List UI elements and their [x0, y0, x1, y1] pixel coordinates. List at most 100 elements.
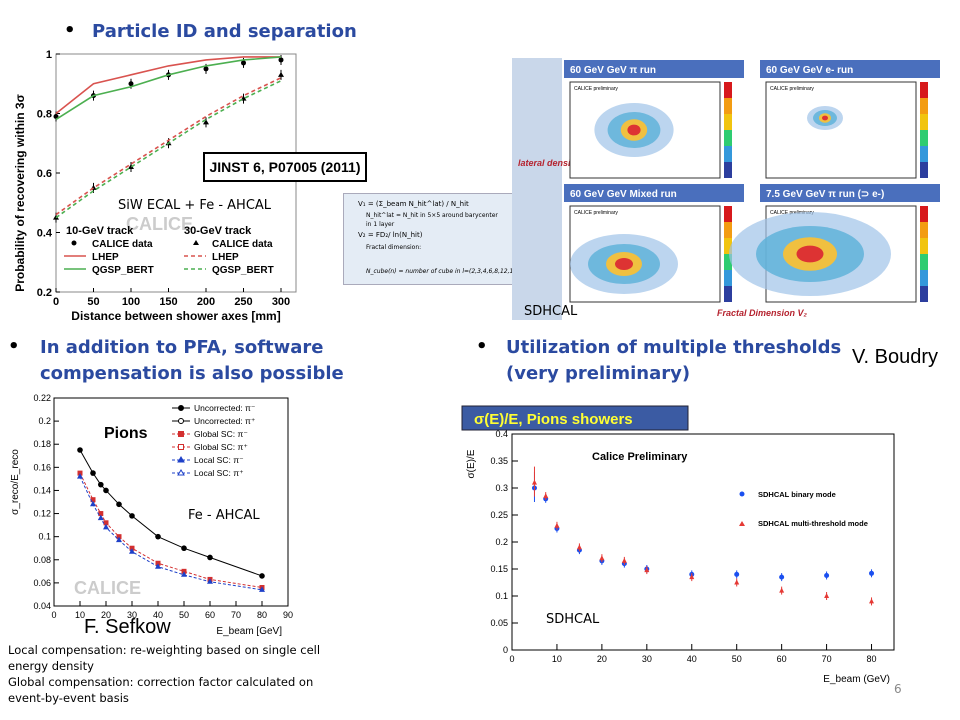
- fit-line: [79, 449, 263, 577]
- data-point: [278, 71, 284, 77]
- density-peak: [796, 245, 824, 263]
- heatmap-y-label: lateral density V₁: [518, 158, 590, 168]
- legend-marker: [177, 469, 185, 476]
- series-line: [55, 56, 281, 115]
- colorbar-segment: [920, 238, 928, 254]
- data-point: [203, 119, 209, 125]
- colorbar-segment: [724, 82, 732, 98]
- data-point: [98, 481, 104, 488]
- heatmap-title-bar: [760, 184, 940, 202]
- legend-marker: [739, 521, 745, 526]
- colorbar-segment: [920, 114, 928, 130]
- bullet-dot: •: [8, 336, 20, 357]
- y-tick-label: 0.18: [33, 439, 51, 449]
- data-point: [824, 572, 830, 578]
- chart-subtitle: Calice Preliminary: [592, 451, 688, 463]
- y-tick-label: 0.04: [33, 601, 51, 611]
- legend-label: Global SC: π⁺: [194, 442, 248, 452]
- y-tick-label: 0.1: [38, 532, 51, 542]
- x-tick-label: 30: [127, 610, 137, 620]
- legend-marker: [178, 405, 184, 411]
- x-tick-label: 250: [234, 296, 252, 308]
- data-point: [128, 164, 134, 170]
- data-point: [90, 497, 96, 503]
- sdhcal-label-bottom: SDHCAL: [546, 612, 600, 627]
- y-tick-label: 0.6: [37, 168, 52, 180]
- data-point: [779, 587, 785, 593]
- heatmap-figure: lateral density V₁ Fractal Dimension V₂ 60…: [512, 58, 942, 320]
- colorbar-segment: [724, 254, 732, 270]
- sdhcal-resolution-svg: σ(E)/E, Pions showers Calice Preliminary 0…: [461, 405, 895, 685]
- heading-thresholds-2: (very preliminary): [506, 363, 691, 384]
- y-tick-label: 0: [503, 645, 508, 655]
- colorbar-segment: [920, 98, 928, 114]
- data-point: [869, 598, 875, 604]
- legend-marker: [71, 240, 77, 246]
- x-tick-label: 50: [179, 610, 189, 620]
- note-line-4: event-by-event basis: [8, 691, 129, 705]
- legend-heading: 30-GeV track: [184, 225, 252, 237]
- legend-marker: [193, 240, 199, 245]
- heatmap-title: 7.5 GeV GeV π run (⊃ e-): [766, 189, 884, 200]
- y-tick-label: 0.4: [37, 228, 53, 240]
- formula-line-2: N_hit^lat = N_hit in 5×5 around barycent…: [366, 212, 498, 219]
- y-tick-label: 0.15: [490, 564, 508, 574]
- y-tick-label: 0.06: [33, 578, 51, 588]
- x-tick-label: 0: [509, 654, 514, 664]
- chart-title: σ(E)/E, Pions showers: [474, 411, 633, 428]
- x-tick-label: 150: [159, 296, 177, 308]
- data-point: [734, 579, 740, 585]
- x-tick-label: 80: [867, 654, 877, 664]
- colorbar-segment: [920, 286, 928, 302]
- y-tick-label: 0.16: [33, 462, 51, 472]
- colorbar-segment: [724, 286, 732, 302]
- data-point: [129, 548, 135, 554]
- x-tick-label: 100: [122, 296, 140, 308]
- x-tick-label: 20: [597, 654, 607, 664]
- heatmap-title: 60 GeV GeV Mixed run: [570, 189, 677, 200]
- data-point: [644, 567, 650, 573]
- x-tick-label: 70: [822, 654, 832, 664]
- formula-line-4: V₂ = FD₂/ ln(N_hit): [358, 231, 423, 239]
- y-axis-label: σ(E)/E: [466, 449, 477, 478]
- sdhcal-label-top: SDHCAL: [524, 304, 578, 319]
- data-point: [97, 514, 104, 521]
- data-point: [103, 487, 109, 494]
- x-tick-label: 60: [777, 654, 787, 664]
- note-line-2: energy density: [8, 659, 94, 673]
- legend-label: QGSP_BERT: [212, 265, 274, 276]
- x-tick-label: 40: [153, 610, 163, 620]
- heading-particle-id: Particle ID and separation: [92, 21, 357, 42]
- separation-chart: CALICE 0 50 100 150 200 250 300 0.2 0.4 0.6 0.8 1 Dis…: [8, 48, 308, 330]
- note-line-1: Local compensation: re-weighting based o…: [8, 643, 321, 657]
- legend-marker: [177, 456, 185, 463]
- data-point: [621, 557, 627, 563]
- jinst-badge: JINST 6, P07005 (2011): [203, 152, 367, 182]
- data-point: [203, 66, 209, 72]
- series-line: [55, 56, 282, 121]
- colorbar-segment: [724, 238, 732, 254]
- fit-line: [79, 472, 263, 589]
- data-point: [181, 571, 187, 577]
- y-tick-label: 0.2: [38, 416, 51, 426]
- note-line-3: Global compensation: correction factor c…: [8, 675, 314, 689]
- notes-block: Local compensation: re-weighting based o…: [8, 642, 368, 706]
- heading-thresholds-1: Utilization of multiple thresholds: [506, 337, 842, 358]
- pions-chart-svg: CALICE Pions 0 10 20 30 40 50 60 70 80 90 0.04 0.06 0.…: [10, 393, 293, 637]
- y-tick-label: 0.05: [490, 618, 508, 628]
- data-point: [869, 570, 875, 576]
- y-tick-label: 0.1: [495, 591, 508, 601]
- data-point: [128, 81, 134, 87]
- data-point: [241, 60, 246, 66]
- legend-label: SDHCAL binary mode: [758, 490, 836, 499]
- chart-title: Pions: [104, 425, 148, 442]
- heatmap-title: 60 GeV GeV e- run: [766, 65, 853, 76]
- data-point: [77, 447, 83, 453]
- y-tick-label: 0.08: [33, 555, 51, 565]
- heatmap-x-label: Fractal Dimension V₂: [717, 308, 808, 318]
- x-tick-label: 80: [257, 610, 267, 620]
- legend-label: Uncorrected: π⁺: [194, 416, 256, 426]
- plot-frame: [53, 397, 289, 607]
- x-tick-label: 70: [231, 610, 241, 620]
- x-tick-label: 0: [53, 296, 59, 308]
